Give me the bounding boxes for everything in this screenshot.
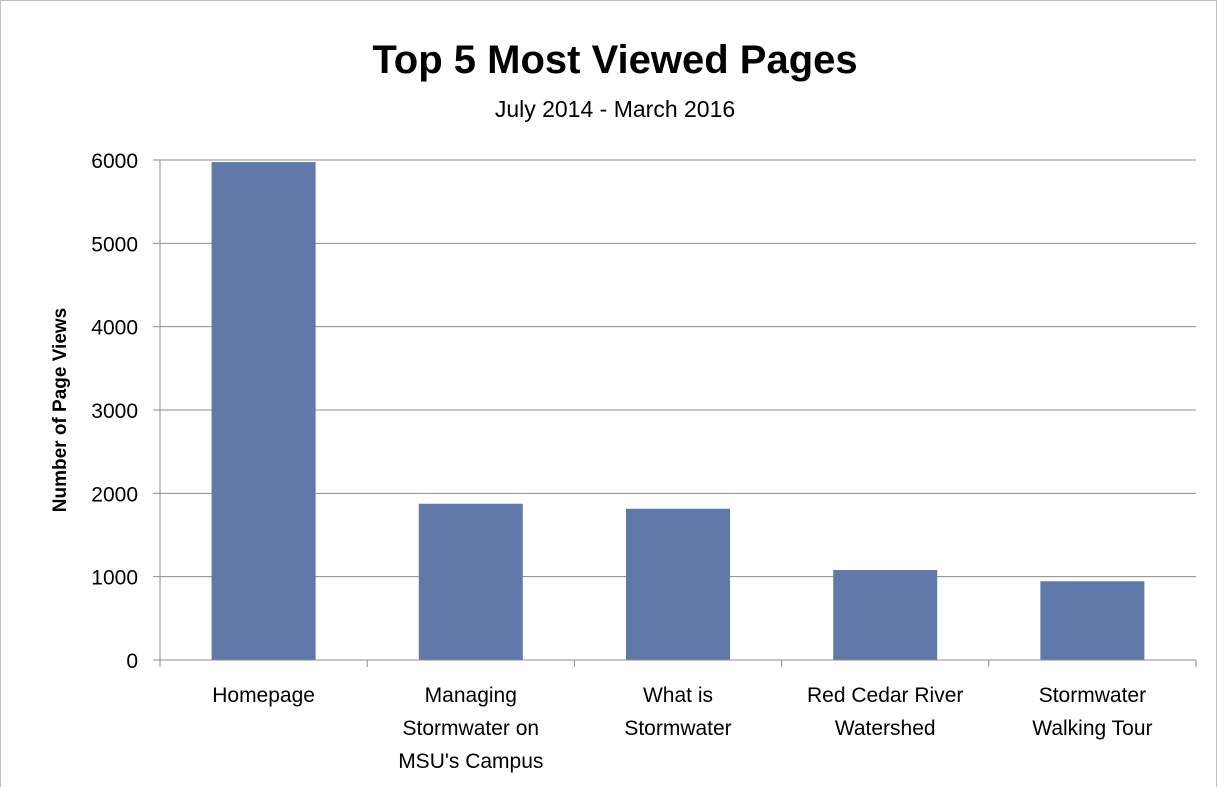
y-tick-label: 5000 [91, 233, 138, 256]
y-tick-label: 6000 [91, 150, 138, 173]
x-tick-labels: Homepage Managing Stormwater on MSU's Campu… [212, 684, 1152, 773]
y-tick-label: 4000 [91, 317, 138, 340]
bar [211, 162, 316, 661]
y-tick-labels: 0 1000 2000 3000 4000 5000 6000 [91, 150, 138, 673]
bar [418, 503, 523, 660]
x-tick-label: Homepage [212, 684, 315, 707]
chart-title: Top 5 Most Viewed Pages [372, 38, 857, 82]
gridlines [160, 159, 1196, 578]
x-tick-label: Managing Stormwater on MSU's Campus [398, 684, 543, 773]
x-tick-label: Red Cedar River Watershed [807, 684, 963, 740]
y-tick-label: 1000 [91, 567, 138, 590]
y-axis-label: Number of Page Views [50, 308, 71, 513]
bar [833, 570, 938, 660]
bars [211, 162, 1145, 661]
y-tick-label: 0 [126, 650, 138, 673]
y-tick-label: 3000 [91, 400, 138, 423]
axes [153, 159, 1197, 667]
chart-subtitle: July 2014 - March 2016 [495, 96, 735, 122]
x-tick-label: What is Stormwater [624, 684, 731, 740]
y-tick-label: 2000 [91, 483, 138, 506]
bar [1040, 581, 1145, 660]
x-tick-label: Stormwater Walking Tour [1032, 684, 1152, 740]
bar [626, 508, 730, 660]
